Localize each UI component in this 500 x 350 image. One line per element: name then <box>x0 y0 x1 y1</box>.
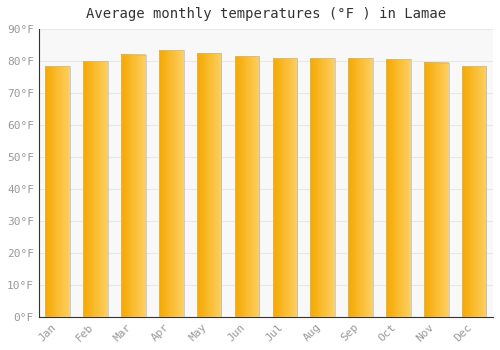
Bar <box>197 53 222 317</box>
Bar <box>310 58 335 317</box>
Bar <box>348 58 373 317</box>
Bar <box>84 61 108 317</box>
Bar <box>462 66 486 317</box>
Bar <box>159 50 184 317</box>
Bar <box>234 56 260 317</box>
Bar <box>46 66 70 317</box>
Bar <box>121 55 146 317</box>
Bar <box>424 63 448 317</box>
Bar <box>386 60 410 317</box>
Title: Average monthly temperatures (°F ) in Lamae: Average monthly temperatures (°F ) in La… <box>86 7 446 21</box>
Bar <box>272 58 297 317</box>
